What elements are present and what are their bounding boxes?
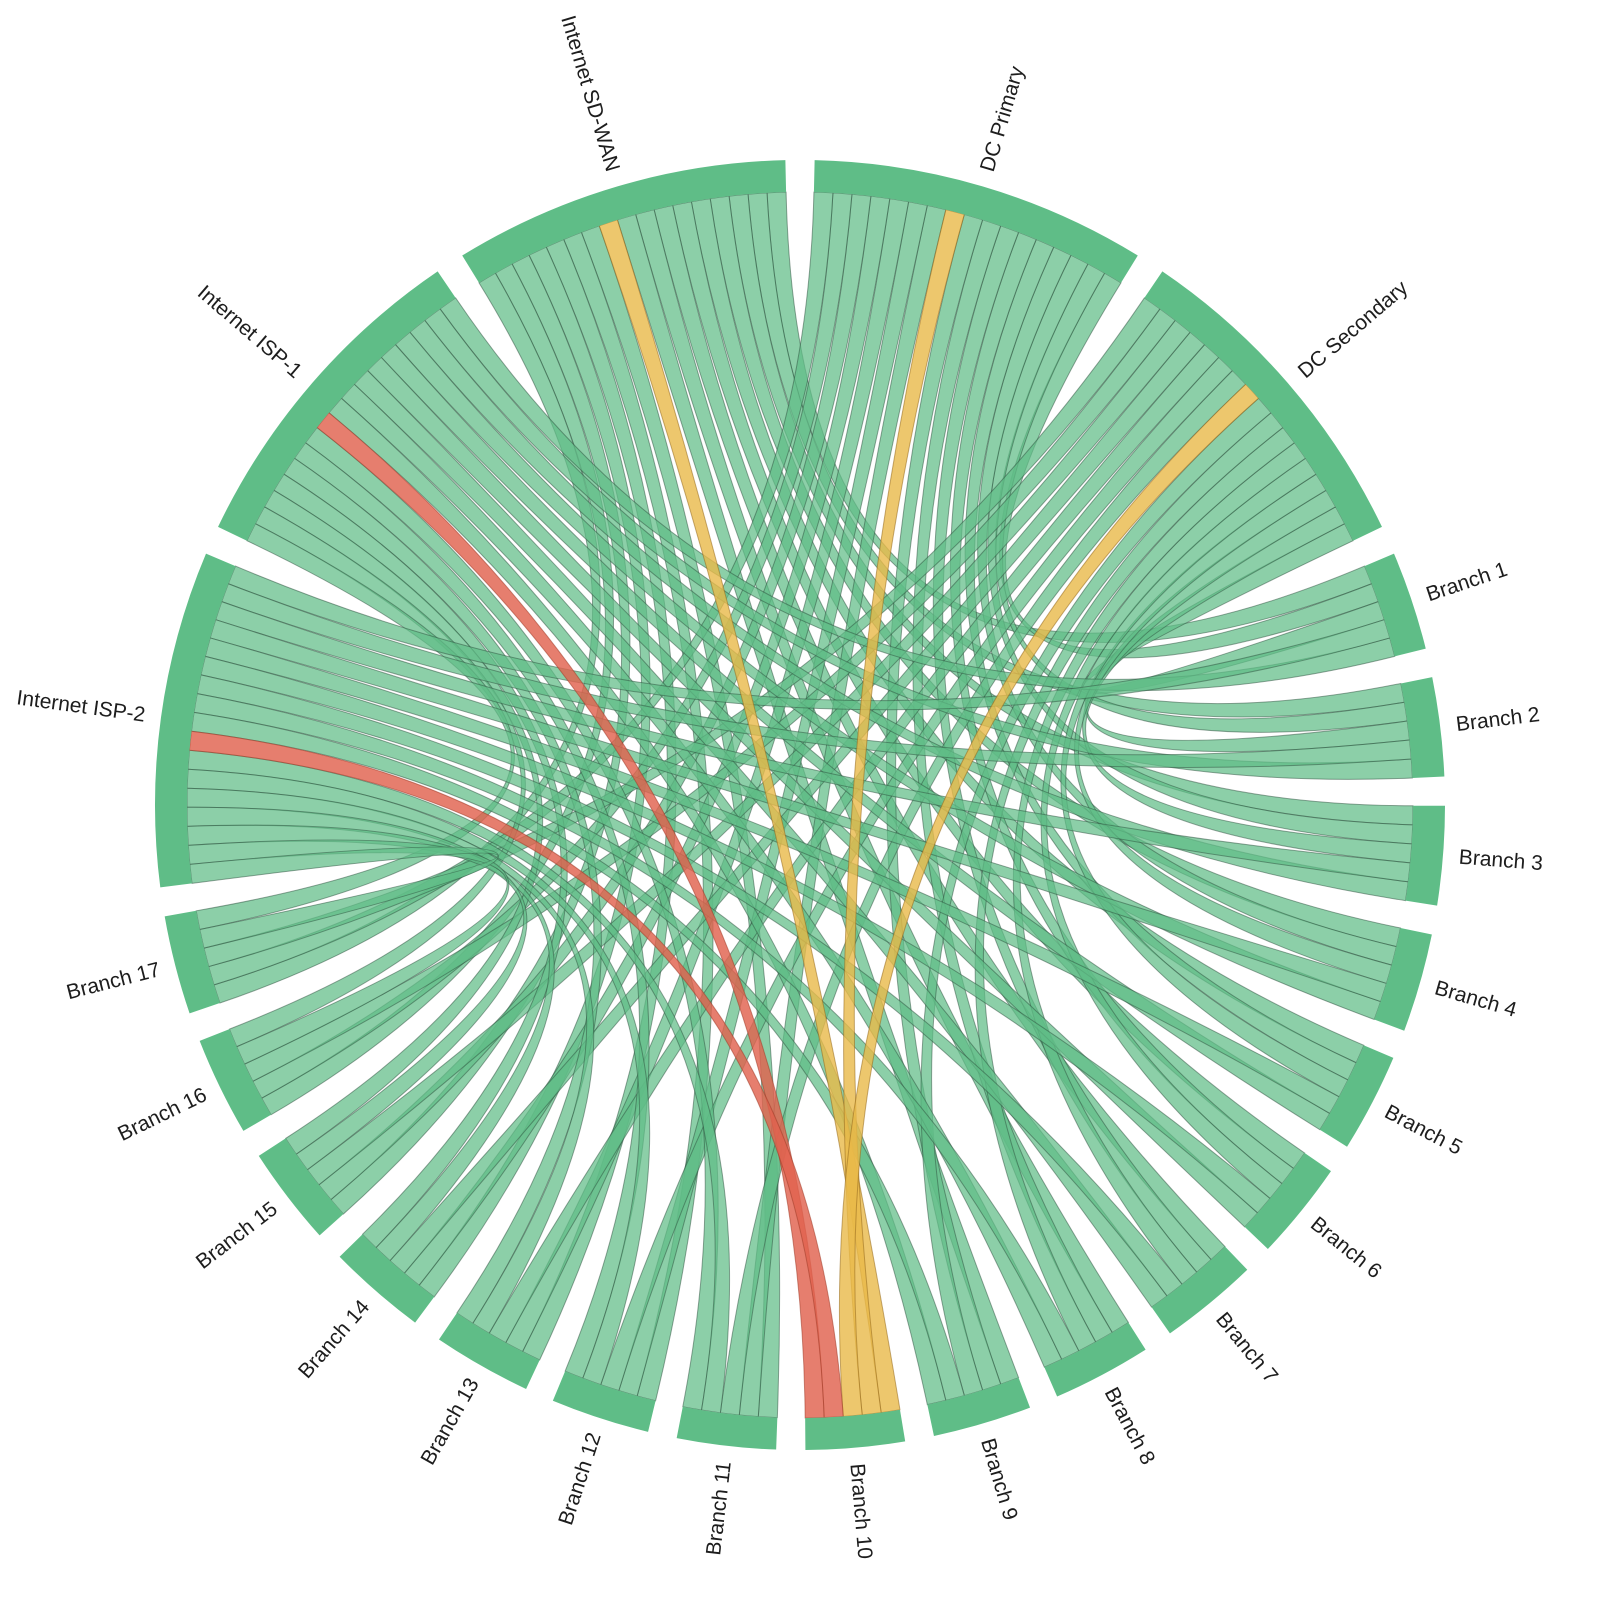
arc-dc-secondary[interactable] [1144,271,1382,541]
node-label-branch-7: Branch 7 [1211,1308,1282,1388]
node-label-branch-3: Branch 3 [1458,846,1544,876]
node-label-branch-13: Branch 13 [416,1374,483,1469]
ribbon-internet-isp-2-branch-11[interactable] [187,749,731,1414]
ribbon-internet-isp-2-branch-17[interactable] [189,846,499,949]
arc-branch-5[interactable] [1319,1045,1394,1147]
node-label-branch-10: Branch 10 [845,1463,876,1560]
arc-branch-10[interactable] [805,1409,906,1450]
node-label-branch-17: Branch 17 [64,958,162,1004]
arc-branch-7[interactable] [1151,1246,1248,1334]
arc-branch-4[interactable] [1374,928,1432,1031]
arc-branch-6[interactable] [1244,1152,1331,1249]
arc-branch-11[interactable] [676,1406,778,1450]
arc-internet-isp-2[interactable] [155,553,236,888]
arc-branch-8[interactable] [1044,1322,1146,1397]
ribbon-internet-isp-2-branch-13[interactable] [186,787,595,1335]
node-label-branch-9: Branch 9 [976,1436,1022,1523]
arc-internet-isp-1[interactable] [218,271,456,541]
node-label-branch-6: Branch 6 [1306,1212,1386,1283]
node-label-branch-14: Branch 14 [294,1295,374,1383]
node-label-branch-8: Branch 8 [1100,1384,1160,1469]
node-label-dc-secondary: DC Secondary [1294,276,1413,383]
arc-internet-sd-wan[interactable] [462,160,787,283]
ribbon-dc-primary-branch-11[interactable] [738,204,947,1418]
ribbon-dc-primary-branch-13[interactable] [505,198,910,1353]
arc-dc-primary[interactable] [813,160,1138,283]
ribbon-internet-isp-2-branch-15[interactable] [186,824,528,1171]
arc-branch-17[interactable] [164,910,220,1014]
ribbon-internet-sd-wan-branch-10[interactable] [598,219,901,1414]
ribbon-internet-isp-2-branch-12[interactable] [186,768,651,1386]
node-label-branch-1: Branch 1 [1423,558,1510,606]
node-label-internet-isp-2: Internet ISP-2 [15,686,147,726]
node-label-branch-2: Branch 2 [1455,703,1541,736]
arc-branch-9[interactable] [927,1377,1031,1436]
ribbon-internet-isp-2-branch-10[interactable] [188,730,844,1419]
node-label-dc-primary: DC Primary [976,63,1029,174]
arc-branch-15[interactable] [258,1138,344,1236]
arc-branch-13[interactable] [438,1312,540,1389]
node-label-branch-4: Branch 4 [1432,976,1519,1021]
node-label-branch-12: Branch 12 [554,1430,606,1528]
node-label-internet-isp-1: Internet ISP-1 [193,281,306,383]
arc-branch-1[interactable] [1364,553,1426,657]
ribbon-internet-isp-2-branch-9[interactable] [190,711,965,1401]
arc-branch-16[interactable] [199,1029,272,1131]
arc-branch-3[interactable] [1405,805,1445,906]
arc-branch-2[interactable] [1400,677,1445,778]
node-label-internet-sd-wan: Internet SD-WAN [556,13,624,174]
node-label-branch-5: Branch 5 [1381,1100,1466,1159]
arc-branch-12[interactable] [552,1371,656,1432]
node-label-branch-11: Branch 11 [702,1460,736,1556]
arc-branch-14[interactable] [339,1234,435,1323]
node-label-branch-15: Branch 15 [192,1197,282,1273]
ribbon-dc-primary-branch-16[interactable] [252,192,853,1099]
ribbon-dc-secondary-branch-11[interactable] [719,369,1247,1416]
ribbon-internet-isp-2-branch-3[interactable] [215,600,1411,883]
ribbon-internet-isp-2-branch-7[interactable] [196,674,1183,1297]
node-label-branch-16: Branch 16 [114,1083,210,1146]
